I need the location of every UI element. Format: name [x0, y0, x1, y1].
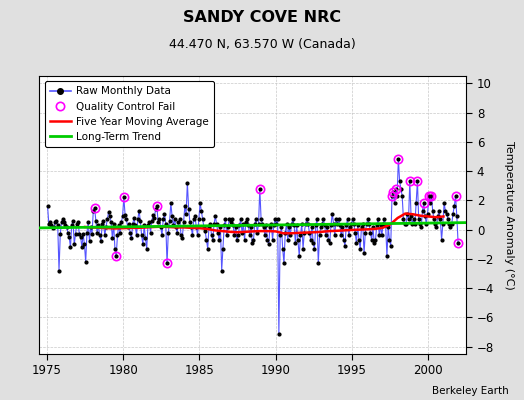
- Text: Berkeley Earth: Berkeley Earth: [432, 386, 508, 396]
- Text: 44.470 N, 63.570 W (Canada): 44.470 N, 63.570 W (Canada): [169, 38, 355, 51]
- Legend: Raw Monthly Data, Quality Control Fail, Five Year Moving Average, Long-Term Tren: Raw Monthly Data, Quality Control Fail, …: [45, 81, 214, 147]
- Y-axis label: Temperature Anomaly (°C): Temperature Anomaly (°C): [504, 141, 514, 289]
- Text: SANDY COVE NRC: SANDY COVE NRC: [183, 10, 341, 25]
